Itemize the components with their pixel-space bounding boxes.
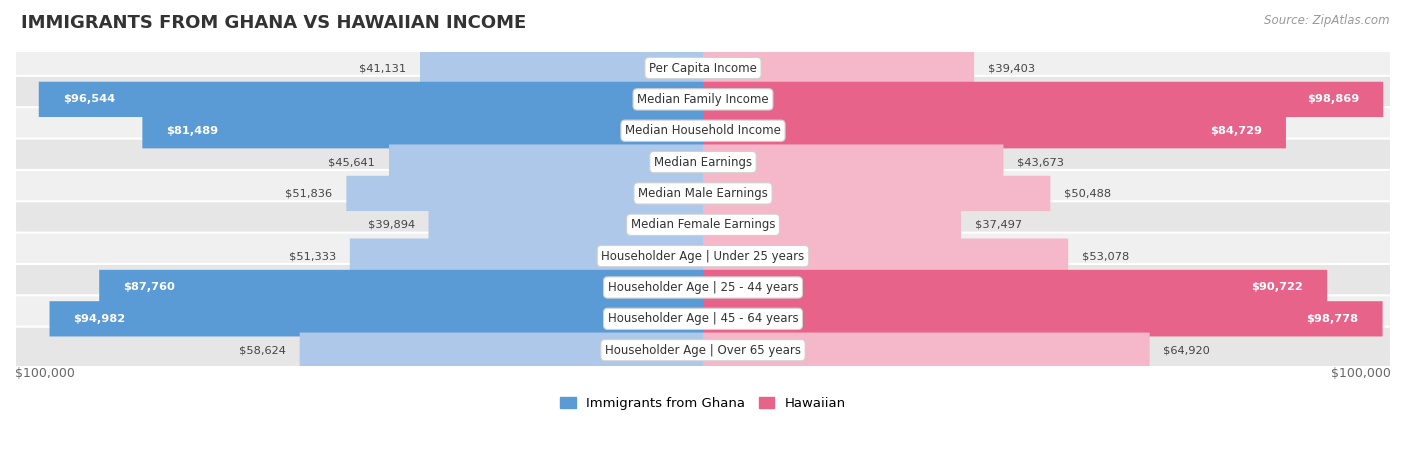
Text: $96,544: $96,544	[63, 94, 115, 105]
FancyBboxPatch shape	[429, 207, 703, 242]
FancyBboxPatch shape	[703, 301, 1382, 336]
Text: $84,729: $84,729	[1209, 126, 1261, 136]
FancyBboxPatch shape	[346, 176, 703, 211]
Text: $100,000: $100,000	[15, 368, 75, 381]
Text: $51,333: $51,333	[288, 251, 336, 261]
FancyBboxPatch shape	[15, 201, 1391, 248]
FancyBboxPatch shape	[100, 270, 703, 305]
Text: Median Household Income: Median Household Income	[626, 124, 780, 137]
FancyBboxPatch shape	[15, 326, 1391, 374]
FancyBboxPatch shape	[39, 82, 703, 117]
FancyBboxPatch shape	[49, 301, 703, 336]
FancyBboxPatch shape	[15, 264, 1391, 311]
Text: $100,000: $100,000	[1331, 368, 1391, 381]
Text: $51,836: $51,836	[285, 188, 333, 198]
FancyBboxPatch shape	[15, 170, 1391, 217]
Text: $41,131: $41,131	[359, 63, 406, 73]
Text: $43,673: $43,673	[1017, 157, 1064, 167]
Legend: Immigrants from Ghana, Hawaiian: Immigrants from Ghana, Hawaiian	[555, 392, 851, 416]
FancyBboxPatch shape	[703, 50, 974, 85]
Text: Median Female Earnings: Median Female Earnings	[631, 218, 775, 231]
FancyBboxPatch shape	[142, 113, 703, 149]
Text: Householder Age | 45 - 64 years: Householder Age | 45 - 64 years	[607, 312, 799, 325]
FancyBboxPatch shape	[15, 44, 1391, 92]
FancyBboxPatch shape	[703, 333, 1150, 368]
Text: Median Male Earnings: Median Male Earnings	[638, 187, 768, 200]
Text: Median Family Income: Median Family Income	[637, 93, 769, 106]
Text: $94,982: $94,982	[73, 314, 125, 324]
Text: Per Capita Income: Per Capita Income	[650, 62, 756, 75]
FancyBboxPatch shape	[703, 239, 1069, 274]
FancyBboxPatch shape	[299, 333, 703, 368]
Text: Householder Age | Over 65 years: Householder Age | Over 65 years	[605, 344, 801, 357]
Text: $98,778: $98,778	[1306, 314, 1358, 324]
FancyBboxPatch shape	[703, 270, 1327, 305]
FancyBboxPatch shape	[15, 295, 1391, 342]
Text: $58,624: $58,624	[239, 345, 285, 355]
FancyBboxPatch shape	[350, 239, 703, 274]
FancyBboxPatch shape	[15, 107, 1391, 154]
FancyBboxPatch shape	[15, 139, 1391, 185]
Text: $45,641: $45,641	[329, 157, 375, 167]
FancyBboxPatch shape	[703, 207, 960, 242]
Text: $39,894: $39,894	[367, 220, 415, 230]
Text: $81,489: $81,489	[166, 126, 218, 136]
Text: IMMIGRANTS FROM GHANA VS HAWAIIAN INCOME: IMMIGRANTS FROM GHANA VS HAWAIIAN INCOME	[21, 14, 526, 32]
FancyBboxPatch shape	[15, 233, 1391, 280]
Text: $37,497: $37,497	[974, 220, 1022, 230]
FancyBboxPatch shape	[703, 113, 1286, 149]
FancyBboxPatch shape	[703, 82, 1384, 117]
Text: $53,078: $53,078	[1083, 251, 1129, 261]
FancyBboxPatch shape	[15, 76, 1391, 123]
Text: Median Earnings: Median Earnings	[654, 156, 752, 169]
Text: Householder Age | 25 - 44 years: Householder Age | 25 - 44 years	[607, 281, 799, 294]
FancyBboxPatch shape	[389, 144, 703, 180]
Text: Householder Age | Under 25 years: Householder Age | Under 25 years	[602, 250, 804, 262]
Text: $39,403: $39,403	[988, 63, 1035, 73]
Text: $90,722: $90,722	[1251, 283, 1303, 292]
Text: $64,920: $64,920	[1163, 345, 1211, 355]
Text: $87,760: $87,760	[124, 283, 176, 292]
Text: Source: ZipAtlas.com: Source: ZipAtlas.com	[1264, 14, 1389, 27]
FancyBboxPatch shape	[420, 50, 703, 85]
FancyBboxPatch shape	[703, 176, 1050, 211]
Text: $98,869: $98,869	[1308, 94, 1360, 105]
Text: $50,488: $50,488	[1064, 188, 1111, 198]
FancyBboxPatch shape	[703, 144, 1004, 180]
